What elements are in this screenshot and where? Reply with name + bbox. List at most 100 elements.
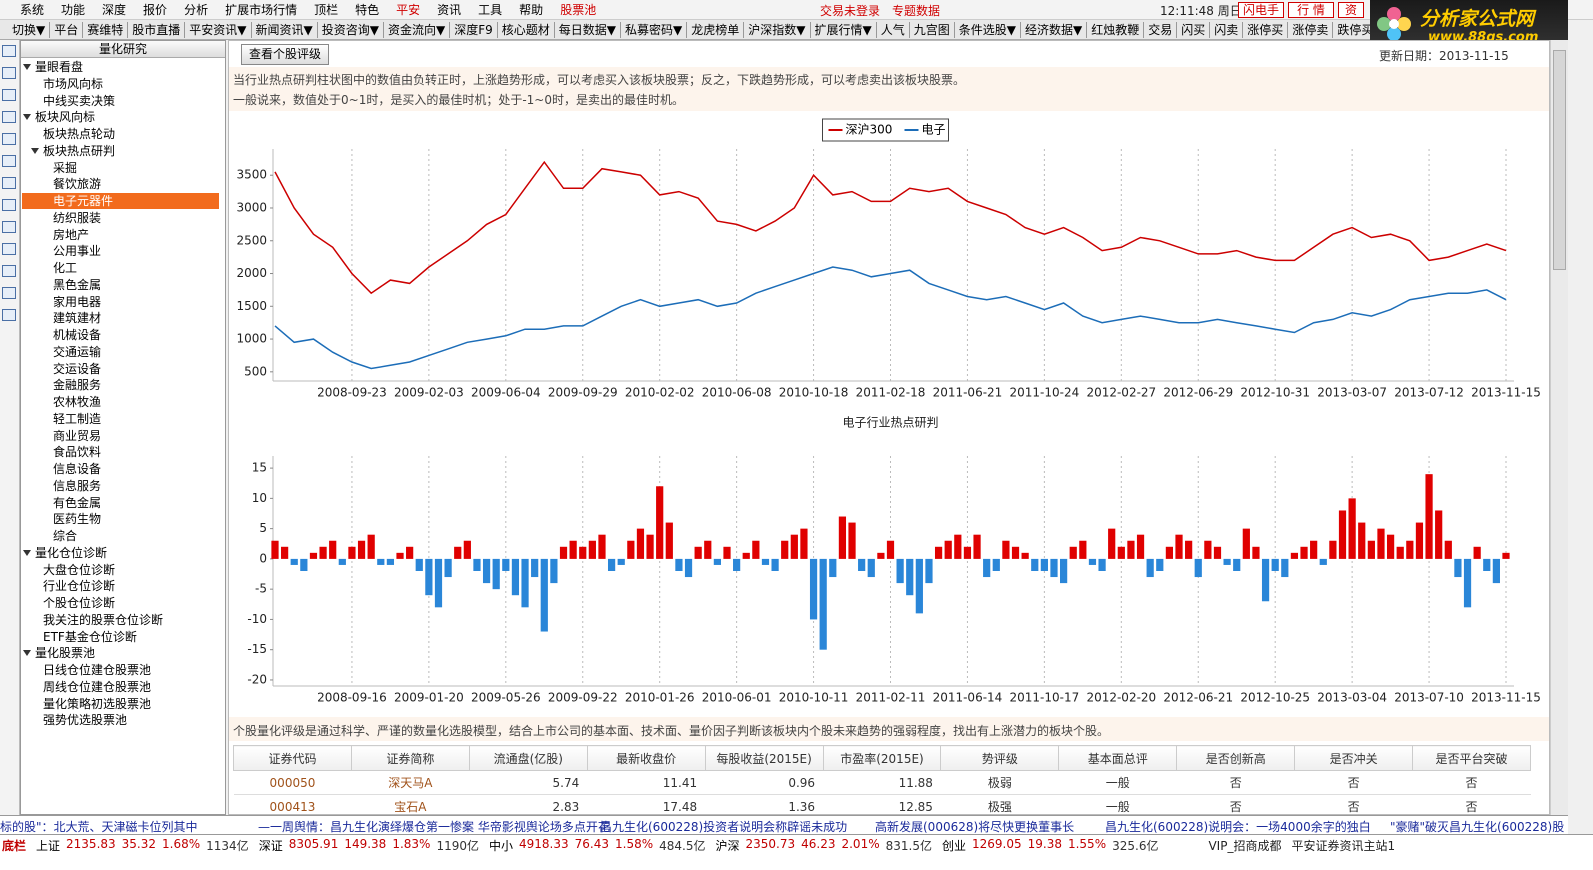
rating-button[interactable]: 查看个股评级	[241, 44, 329, 65]
tool-button[interactable]: 投资咨询▼	[318, 21, 384, 38]
tool-button[interactable]: 闪卖	[1210, 21, 1244, 38]
menu-item[interactable]: 帮助	[519, 3, 544, 17]
tree-item[interactable]: ETF基金仓位诊断	[43, 629, 137, 644]
tree-item[interactable]: 强势优选股票池	[43, 713, 128, 728]
tree-item[interactable]: 量化股票池	[35, 646, 96, 661]
menu-item[interactable]: 股票池	[560, 3, 597, 17]
tree-item[interactable]: 综合	[53, 529, 78, 543]
column-header[interactable]: 证券代码	[233, 745, 352, 771]
tree-item[interactable]: 大盘仓位诊断	[43, 562, 116, 577]
table-row[interactable]: 000413 宝石A 2.83 17.48 1.36 12.85 极强 一般否否否	[233, 794, 1531, 814]
tool-button[interactable]: 平安资讯▼	[185, 21, 252, 38]
column-header[interactable]: 流通盘(亿股)	[468, 745, 588, 771]
icon[interactable]	[2, 45, 16, 57]
menu-link[interactable]: 专题数据	[892, 4, 941, 18]
icon[interactable]	[2, 89, 16, 101]
tool-button[interactable]: 资金流向▼	[384, 21, 451, 38]
tree-item[interactable]: 金融服务	[53, 378, 102, 393]
status-label[interactable]: 底栏	[2, 839, 27, 853]
icon[interactable]	[2, 243, 16, 255]
icon[interactable]	[2, 133, 16, 145]
tree-item[interactable]: 家用电器	[53, 294, 102, 309]
column-header[interactable]: 市盈率(2015E)	[822, 745, 942, 771]
column-header[interactable]: 是否平台突破	[1412, 745, 1531, 771]
icon[interactable]	[2, 265, 16, 277]
tree-item[interactable]: 纺织服装	[53, 210, 102, 225]
tree-item[interactable]: 个股仓位诊断	[43, 596, 116, 610]
column-header[interactable]: 最新收盘价	[586, 745, 706, 771]
tree-item[interactable]: 信息服务	[53, 478, 102, 493]
ticker-item[interactable]: 标的股"：北大荒、天津磁卡位列其中	[0, 820, 198, 834]
icon[interactable]	[2, 111, 16, 123]
tree-item[interactable]: 餐饮旅游	[53, 177, 102, 192]
ticker-item[interactable]: 高新发展(000628)将尽快更换董事长	[875, 820, 1075, 834]
tree-toggle[interactable]	[31, 147, 39, 154]
tree-item[interactable]: 公用事业	[53, 244, 102, 259]
tool-button[interactable]: 深度F9	[450, 21, 498, 38]
icon[interactable]	[2, 177, 16, 189]
tool-button[interactable]: 赛维特	[83, 21, 129, 38]
tree-item[interactable]: 周线仓位建仓股票池	[43, 679, 152, 694]
tree-item[interactable]: 农林牧渔	[53, 395, 102, 409]
tree-item[interactable]: 黑色金属	[53, 277, 102, 292]
tool-button[interactable]: 沪深指数▼	[744, 21, 811, 38]
menu-item[interactable]: 深度	[102, 3, 127, 17]
tree-item[interactable]: 医药生物	[53, 512, 102, 527]
tool-button[interactable]: 切换▼	[8, 21, 51, 38]
tree-item[interactable]: 板块热点轮动	[43, 127, 116, 141]
menu-item[interactable]: 特色	[355, 3, 380, 17]
menu-item[interactable]: 功能	[61, 3, 86, 17]
tree-item[interactable]: 电子元器件	[22, 193, 219, 209]
tool-button[interactable]: 涨停买	[1243, 21, 1289, 38]
tree-item[interactable]: 机械设备	[53, 328, 102, 342]
icon[interactable]	[2, 221, 16, 233]
menu-item[interactable]: 系统	[20, 3, 45, 17]
ticker-item[interactable]: "豪赌"破灭昌九生化(600228)股	[1390, 820, 1565, 834]
tool-button[interactable]: 涨停卖	[1288, 21, 1334, 38]
tree-toggle[interactable]	[23, 650, 31, 657]
icon[interactable]	[2, 309, 16, 321]
icon[interactable]	[2, 199, 16, 211]
tree-item[interactable]: 化工	[53, 261, 78, 275]
ticker-item[interactable]: —一周舆情：昌九生化演绎爆仓第一惨案 华帝影视舆论场多点开花	[258, 820, 610, 834]
tree-item[interactable]: 轻工制造	[53, 411, 102, 426]
tree-item[interactable]: 市场风向标	[43, 76, 104, 91]
tree-item[interactable]: 量眼看盘	[35, 60, 84, 74]
tool-button[interactable]: 红烛教鞭	[1087, 21, 1145, 38]
tool-button[interactable]: 每日数据▼	[555, 21, 622, 38]
tree-item[interactable]: 商业贸易	[53, 428, 102, 443]
scrollbar[interactable]	[1550, 40, 1568, 815]
icon[interactable]	[2, 155, 16, 167]
tree-item[interactable]: 房地产	[53, 227, 90, 242]
tool-button[interactable]: 龙虎榜单	[687, 21, 745, 38]
column-header[interactable]: 证券简称	[350, 745, 470, 771]
tree-item[interactable]: 行业仓位诊断	[43, 579, 116, 594]
tree-item[interactable]: 我关注的股票仓位诊断	[43, 612, 164, 627]
menu-item[interactable]: 平安	[396, 3, 421, 17]
tool-button[interactable]: 平台	[50, 21, 84, 38]
tool-button[interactable]: 经济数据▼	[1021, 21, 1088, 38]
tree-item[interactable]: 交通运输	[53, 344, 102, 359]
tool-button[interactable]: 新闻资讯▼	[252, 21, 318, 38]
tree-toggle[interactable]	[23, 114, 31, 121]
tree-item[interactable]: 有色金属	[53, 495, 102, 510]
icon[interactable]	[2, 287, 16, 299]
tool-button[interactable]: 人气	[877, 21, 910, 38]
index-quote[interactable]: 创业 1269.05 19.38 1.55% 325.6亿	[942, 837, 1158, 854]
quick-button[interactable]: 行 情	[1288, 2, 1334, 18]
tree-item[interactable]: 采掘	[53, 160, 78, 175]
tree-item[interactable]: 中线买卖决策	[43, 93, 116, 108]
menu-item[interactable]: 分析	[184, 3, 209, 17]
column-header[interactable]: 每股收益(2015E)	[704, 745, 824, 771]
menu-link[interactable]: 交易未登录	[820, 4, 881, 18]
tree-item[interactable]: 建筑建材	[53, 311, 102, 326]
tree-item[interactable]: 食品饮料	[53, 445, 102, 460]
index-quote[interactable]: 上证 2135.83 35.32 1.68% 1134亿	[36, 837, 249, 854]
tree-item[interactable]: 量化仓位诊断	[35, 545, 108, 560]
tool-button[interactable]: 核心题材	[498, 21, 555, 38]
quick-button[interactable]: 资	[1338, 2, 1364, 18]
tool-button[interactable]: 条件选股▼	[955, 21, 1021, 38]
menu-item[interactable]: 顶栏	[314, 3, 339, 17]
index-quote[interactable]: 中小 4918.33 76.43 1.58% 484.5亿	[489, 837, 705, 854]
menu-item[interactable]: 工具	[478, 3, 503, 17]
